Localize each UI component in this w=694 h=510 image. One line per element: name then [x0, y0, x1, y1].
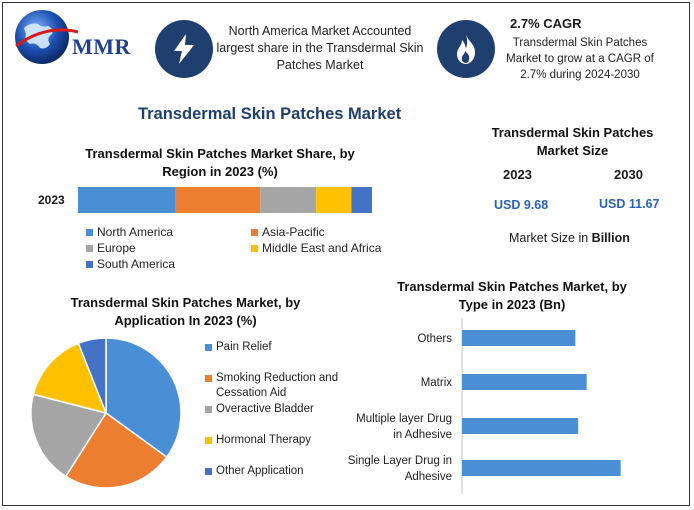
- legend-swatch: [86, 228, 93, 236]
- pie-slice-overactive-bladder: [30, 393, 108, 478]
- type-bar-multiple-layer-drug-in-adhesive: [462, 418, 579, 434]
- application-chart-title-line1: Transdermal Skin Patches Market, by: [70, 295, 301, 310]
- pie-slice-other-application: [77, 337, 107, 414]
- legend-swatch: [205, 437, 212, 444]
- legend-item-pain-relief: Pain Relief: [205, 340, 355, 355]
- type-category-label: Matrix: [421, 377, 453, 389]
- market-size-value-2023: USD 9.68: [494, 198, 549, 212]
- page-title: Transdermal Skin Patches Market: [138, 105, 402, 123]
- market-size-title: Transdermal Skin Patches Market Size: [480, 124, 665, 160]
- market-size-title-line1: Transdermal Skin Patches: [491, 125, 654, 140]
- type-bar-chart: Others Matrix Multiple layer Drug in Adhesi…: [348, 318, 621, 494]
- legend-item-other-application: Other Application: [205, 464, 355, 479]
- market-size-year-2023: 2023: [503, 167, 532, 182]
- pie-slice-smoking-reduction-and-cessation-aid: [64, 411, 168, 489]
- region-chart-title: Transdermal Skin Patches Market Share, b…: [60, 145, 380, 181]
- region-bar-segment-north-america: [78, 187, 176, 213]
- cagr-title: 2.7% CAGR: [510, 16, 582, 31]
- legend-label: North America: [97, 225, 174, 239]
- legend-swatch: [251, 244, 258, 252]
- legend-item-asia-pacific: Asia-Pacific: [251, 225, 416, 239]
- type-chart-title-line1: Transdermal Skin Patches Market, by: [397, 279, 627, 294]
- type-chart-title-line2: Type in 2023 (Bn): [458, 297, 566, 312]
- type-category-label: Adhesive: [405, 471, 452, 483]
- region-bar-segment-middle-east-and-africa: [316, 187, 352, 213]
- market-size-year-2030: 2030: [614, 167, 643, 182]
- application-chart-title: Transdermal Skin Patches Market, by Appl…: [48, 294, 323, 330]
- highlight-north-america-text: North America Market Accounted largest s…: [216, 24, 424, 72]
- region-chart-title-line1: Transdermal Skin Patches Market Share, b…: [85, 146, 355, 161]
- type-chart-title: Transdermal Skin Patches Market, by Type…: [382, 278, 642, 314]
- region-chart-year-label: 2023: [38, 193, 65, 207]
- legend-item-south-america: South America: [86, 257, 251, 271]
- flame-icon: [437, 20, 495, 78]
- market-size-note-prefix: Market Size in: [509, 231, 592, 245]
- legend-item-north-america: North America: [86, 225, 251, 239]
- legend-swatch: [205, 375, 212, 382]
- cagr-text: Transdermal Skin Patches Market to grow …: [506, 37, 654, 81]
- region-legend: North America Asia-Pacific Europe Middle Ea…: [86, 225, 416, 271]
- legend-swatch: [205, 468, 212, 475]
- market-size-note-unit: Billion: [591, 231, 630, 245]
- region-chart-title-line2: Region in 2023 (%): [162, 164, 278, 179]
- legend-label: Middle East and Africa: [262, 241, 382, 255]
- application-pie-chart: [30, 337, 182, 489]
- legend-label: Other Application: [216, 465, 304, 477]
- legend-item-hormonal-therapy: Hormonal Therapy: [205, 433, 355, 448]
- market-size-title-line2: Market Size: [536, 143, 609, 158]
- legend-label: Overactive Bladder: [216, 403, 314, 415]
- legend-item-smoking-reduction-and-cessation-aid: Smoking Reduction and Cessation Aid: [205, 371, 355, 401]
- legend-label: Europe: [97, 241, 136, 255]
- region-bar-segment-asia-pacific: [175, 187, 261, 213]
- type-category-label: in Adhesive: [393, 429, 452, 441]
- type-bar-others: [462, 330, 576, 346]
- region-stacked-bar: [78, 187, 372, 213]
- legend-label: South America: [97, 257, 176, 271]
- legend-label: Hormonal Therapy: [216, 434, 312, 446]
- legend-label: Pain Relief: [216, 341, 272, 353]
- logo-text: MMR: [72, 34, 131, 59]
- legend-item-overactive-bladder: Overactive Bladder: [205, 402, 355, 417]
- legend-swatch: [251, 228, 258, 236]
- legend-swatch: [86, 260, 93, 268]
- type-category-label: Multiple layer Drug: [356, 413, 452, 425]
- legend-swatch: [86, 244, 93, 252]
- legend-swatch: [205, 344, 212, 351]
- legend-label: Asia-Pacific: [262, 225, 325, 239]
- application-chart-title-line2: Application In 2023 (%): [114, 313, 257, 328]
- type-category-label: Single Layer Drug in: [348, 455, 452, 467]
- market-size-note: Market Size in Billion: [509, 231, 630, 245]
- legend-label: Smoking Reduction and Cessation Aid: [216, 372, 339, 399]
- region-bar-segment-south-america: [351, 187, 372, 213]
- legend-item-europe: Europe: [86, 241, 251, 255]
- type-category-label: Others: [417, 333, 452, 345]
- pie-slice-hormonal-therapy: [32, 342, 108, 415]
- type-bar-matrix: [462, 374, 587, 390]
- type-bar-single-layer-drug-in-adhesive: [462, 460, 621, 476]
- lightning-icon: [155, 20, 213, 78]
- market-size-value-2030: USD 11.67: [599, 197, 660, 211]
- legend-swatch: [205, 406, 212, 413]
- pie-slice-pain-relief: [105, 337, 182, 459]
- region-bar-segment-europe: [260, 187, 317, 213]
- legend-item-middle-east-and-africa: Middle East and Africa: [251, 241, 416, 255]
- mmr-logo: [15, 10, 79, 64]
